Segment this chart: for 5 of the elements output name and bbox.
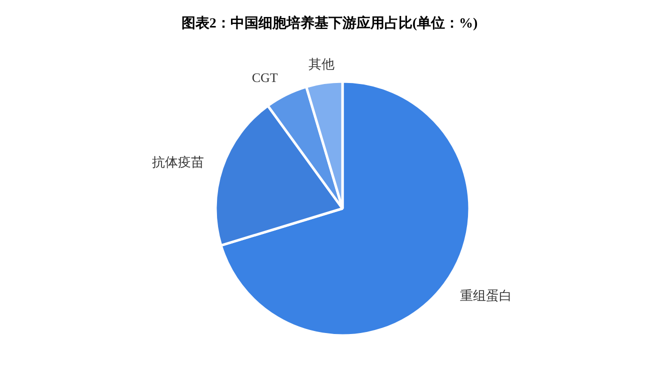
slice-label: 抗体疫苗: [152, 154, 204, 170]
chart-title: 图表2：中国细胞培养基下游应用占比(单位：%): [181, 14, 478, 32]
slice-label: 其他: [308, 56, 334, 72]
slice-label: CGT: [252, 70, 278, 86]
slice-label: 重组蛋白: [460, 288, 512, 303]
